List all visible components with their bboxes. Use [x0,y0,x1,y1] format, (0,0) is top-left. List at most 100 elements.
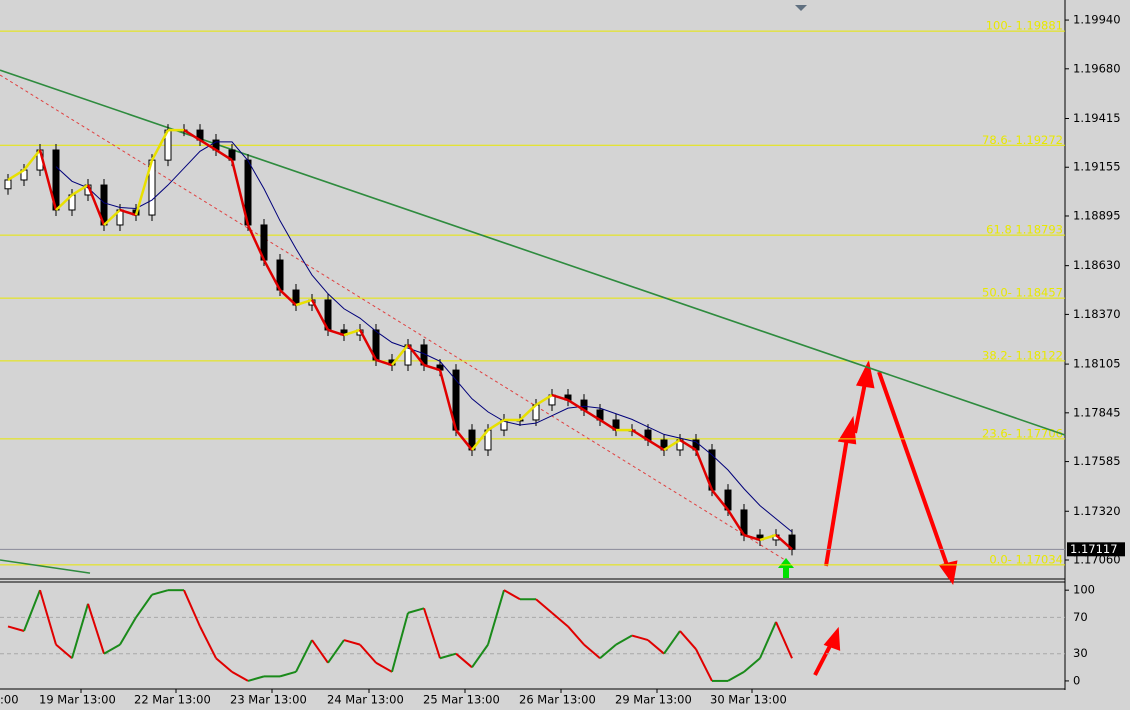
close-overlay [519,404,537,421]
close-overlay [119,208,137,217]
close-overlay [775,534,793,551]
channel-line [0,74,786,561]
y-tick-label: 1.18895 [1073,208,1121,222]
oscillator-line [679,630,697,650]
current-price-box [1067,542,1125,557]
y-tick-label: 1.19680 [1073,61,1121,75]
close-overlay [183,129,201,142]
y-tick-label: 1.17845 [1073,405,1121,419]
close-overlay [535,393,553,407]
oscillator-line [423,608,441,659]
oscillator-line [247,675,265,682]
oscillator-line [151,589,169,596]
x-tick-label: 25 Mar 13:00 [423,693,500,707]
oscillator-line [71,603,89,659]
arrow-head [837,415,857,445]
fib-label: 0.0- 1.17034 [989,552,1063,566]
oscillator-line [663,630,681,655]
osc-tick-label: 30 [1073,646,1088,660]
x-tick-label: 22 Mar 13:00 [134,693,211,707]
oscillator-line [551,612,569,628]
close-overlay [38,149,58,211]
y-tick-label: 1.19940 [1073,13,1121,27]
close-overlay [407,344,425,366]
oscillator-line [503,589,521,601]
oscillator-line [695,648,713,682]
oscillator-line [343,639,361,646]
fib-label: 38.2- 1.18122 [982,348,1063,362]
close-overlay [694,449,714,491]
y-tick-label: 1.18630 [1073,258,1121,272]
arrow [824,431,850,567]
close-overlay [327,328,345,337]
oscillator-line [119,616,137,646]
y-tick-label: 1.17320 [1073,504,1121,518]
arrow-head [823,626,841,651]
oscillator-line [295,639,313,673]
close-overlay [743,533,761,542]
x-tick-label: 19 Mar 13:00 [39,693,116,707]
oscillator-line [471,644,489,668]
close-overlay [631,429,649,442]
close-overlay [726,509,746,536]
close-overlay [375,358,393,367]
shift-marker [795,5,807,11]
oscillator-line [487,589,505,645]
y-tick-label: 1.19155 [1073,160,1121,174]
close-overlay [663,438,681,452]
oscillator-line [599,643,617,659]
close-overlay [759,533,777,542]
oscillator-line [135,594,153,618]
x-tick-label: 29 Mar 13:00 [615,693,692,707]
osc-tick-label: 0 [1073,673,1080,687]
fib-label: 23.6- 1.17706 [982,426,1063,440]
close-overlay [230,159,250,226]
oscillator-line [183,589,201,627]
moving-average [55,141,793,533]
oscillator-line [759,621,777,659]
oscillator-line [455,652,473,669]
close-overlay [599,418,617,432]
oscillator-line [407,607,425,614]
x-tick-label: 24 Mar 13:00 [327,693,404,707]
y-tick-label: 1.17585 [1073,454,1121,468]
close-overlay [423,363,441,372]
oscillator-line [631,634,649,642]
close-overlay [455,429,473,451]
oscillator-line [615,634,633,646]
close-overlay [391,344,409,366]
oscillator-line [743,657,761,673]
oscillator-line [583,643,601,659]
x-tick-label: 23 Mar 13:00 [230,693,307,707]
close-overlay [711,489,729,511]
close-overlay [295,298,313,307]
y-tick-label: 1.18370 [1073,307,1121,321]
oscillator-line [199,626,217,659]
close-overlay [134,159,154,216]
close-overlay [487,418,505,432]
osc-tick-label: 100 [1073,583,1095,597]
fib-label: 61.8 1.18793 [986,223,1063,237]
oscillator-line [375,661,393,673]
close-overlay [583,408,601,422]
arrow [813,641,834,676]
oscillator-line [727,670,745,682]
fib-label: 78.6- 1.19272 [982,133,1063,147]
close-overlay [199,138,217,152]
close-overlay [7,168,25,182]
oscillator-line [55,643,73,659]
buy-signal [778,558,794,578]
close-overlay [103,209,121,226]
fib-label: 50.0- 1.18457 [982,286,1063,300]
close-overlay [438,369,458,431]
close-overlay [310,299,330,331]
oscillator-line [311,639,329,664]
x-tick-label: 26 Mar 13:00 [519,693,596,707]
oscillator-line [279,670,297,678]
oscillator-line [103,643,121,655]
oscillator-line [231,670,249,682]
candle-body [4,179,12,190]
oscillator-line [775,621,793,659]
close-overlay [86,184,106,226]
